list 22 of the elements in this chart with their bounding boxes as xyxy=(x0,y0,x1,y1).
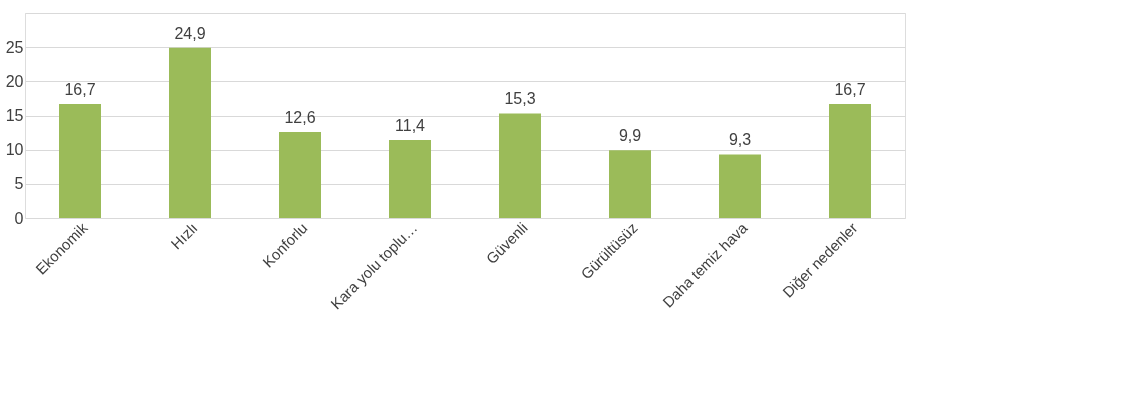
data-label: 16,7 xyxy=(834,80,866,98)
data-label: 12,6 xyxy=(284,108,316,126)
bar xyxy=(719,154,761,218)
y-tick-label: 20 xyxy=(5,72,24,90)
bar xyxy=(609,150,651,218)
y-tick-label: 25 xyxy=(5,38,24,56)
bar xyxy=(169,47,211,218)
data-label: 15,3 xyxy=(504,90,536,108)
bar xyxy=(279,131,321,218)
data-label: 16,7 xyxy=(64,80,96,98)
data-label: 9,9 xyxy=(618,127,642,145)
y-tick-label: 10 xyxy=(5,141,24,159)
data-label: 24,9 xyxy=(174,24,206,42)
y-tick-label: 0 xyxy=(14,209,24,227)
data-label: 9,3 xyxy=(728,131,752,149)
data-label: 11,4 xyxy=(395,117,426,135)
bar xyxy=(59,103,101,218)
bar xyxy=(389,140,431,218)
y-tick-label: 5 xyxy=(14,175,24,193)
bar xyxy=(499,113,541,218)
y-tick-label: 15 xyxy=(5,107,24,124)
bar xyxy=(829,103,871,218)
